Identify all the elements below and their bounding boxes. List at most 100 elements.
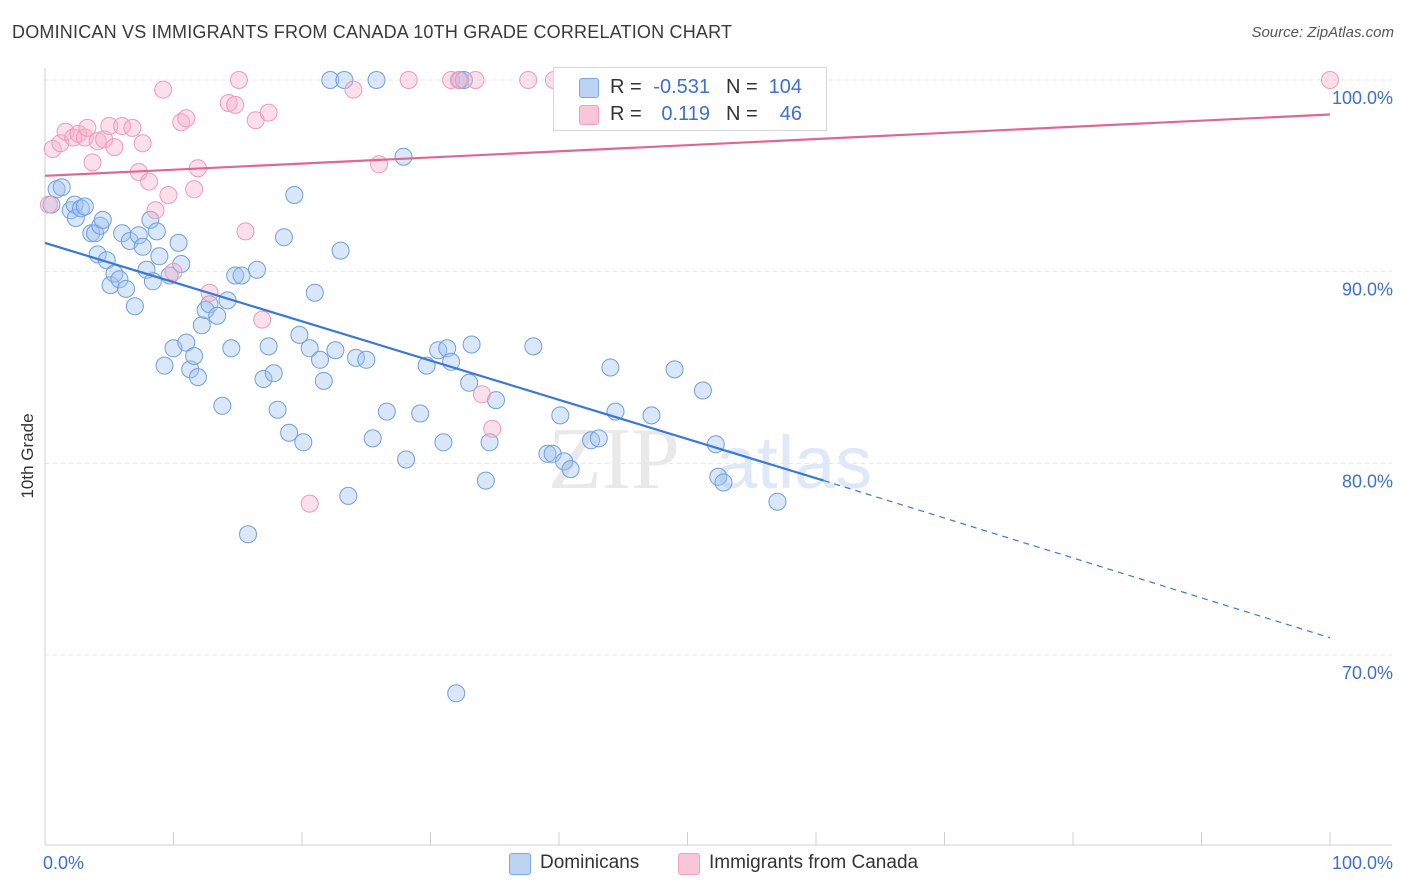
dominican-point (82, 224, 101, 243)
canada-point (105, 138, 124, 157)
dominican-point (321, 71, 340, 89)
stats-legend: R = -0.531 N = 104 R = 0.119 N = 46 (553, 67, 827, 131)
canada-point (472, 385, 491, 404)
dominican-point (434, 433, 453, 452)
canada-point (78, 118, 97, 137)
canada-point (519, 71, 538, 89)
dominican-point (538, 444, 557, 463)
canada-point (442, 71, 461, 89)
legend-label-canada: Immigrants from Canada (709, 852, 919, 873)
dominican-point (314, 371, 333, 390)
dominican-point (280, 423, 299, 442)
dominican-point (248, 260, 266, 279)
dominican-point (561, 460, 580, 479)
dominican-point (264, 364, 283, 383)
canada-point (177, 109, 196, 128)
y-tick-label: 70.0% (1342, 663, 1393, 683)
trend-lines (44, 113, 1331, 639)
dominican-point (239, 525, 257, 544)
canada-point (219, 94, 238, 112)
dominican-point (110, 270, 129, 289)
canada-point (259, 103, 278, 122)
series-legend: Dominicans Immigrants from Canada (0, 852, 1406, 878)
canada-point (230, 71, 248, 89)
dominican-point (188, 368, 207, 387)
dominican-point (339, 486, 358, 505)
dominican-point (172, 255, 191, 273)
dominican-point (665, 360, 684, 379)
dominican-point (181, 360, 200, 379)
x-tick-label: 0.0% (43, 853, 84, 873)
dominican-point (555, 452, 574, 471)
y-tick-labels: 70.0% 80.0% 90.0% 100.0% (1332, 88, 1393, 683)
legend-n-label: N = (726, 76, 758, 98)
y-axis-title: 10th Grade (18, 413, 37, 498)
dominican-point (582, 431, 601, 450)
canada-point (88, 132, 107, 151)
dominican-point (693, 381, 712, 400)
canada-point (483, 419, 502, 438)
dominican-point (305, 283, 324, 302)
canada-point (140, 172, 159, 191)
x-tick-label: 100.0% (1332, 853, 1393, 873)
dominican-point (117, 279, 135, 298)
dominicans-points (42, 71, 787, 703)
canada-point (83, 153, 102, 172)
canada-trend-line (44, 113, 1331, 177)
gridlines (45, 79, 1392, 656)
dominican-point (311, 350, 329, 369)
canada-point (1321, 71, 1339, 89)
dominican-point (377, 402, 396, 421)
dominican-point (394, 147, 413, 166)
dominican-point (155, 356, 174, 375)
dominicans-trend-extension (823, 480, 1331, 639)
dominican-point (294, 433, 313, 452)
legend-swatch-canada (678, 853, 700, 875)
dominican-point (285, 186, 304, 204)
legend-n-value: 46 (779, 103, 802, 125)
canada-point (133, 134, 152, 153)
dominican-point (268, 400, 287, 419)
canada-point (154, 80, 173, 99)
dominican-point (300, 339, 319, 358)
canada-point (466, 71, 485, 89)
canada-point (39, 195, 58, 214)
legend-r-label: R = (610, 76, 642, 98)
watermark: ZIP atlas (548, 411, 872, 508)
dominican-point (185, 347, 204, 365)
dominican-point (642, 406, 661, 425)
dominican-point (192, 316, 211, 335)
dominican-point (411, 404, 430, 423)
canada-point (226, 95, 245, 114)
dominican-point (169, 233, 188, 252)
dominican-point (397, 450, 416, 469)
legend-r-label: R = (610, 103, 642, 125)
y-tick-label: 100.0% (1332, 88, 1393, 108)
dominican-point (150, 247, 169, 266)
dominican-point (714, 473, 733, 492)
legend-swatch-dominicans (579, 78, 599, 98)
dominican-point (601, 358, 620, 377)
canada-point (123, 118, 142, 137)
dominican-point (589, 429, 608, 448)
dominican-point (177, 333, 196, 352)
dominican-point (275, 228, 293, 247)
x-tick-labels: 0.0% 100.0% (43, 853, 1393, 873)
dominican-point (213, 396, 232, 415)
legend-r-value: 0.119 (661, 103, 710, 125)
chart-title: DOMINICAN VS IMMIGRANTS FROM CANADA 10TH… (12, 22, 733, 42)
watermark-zip: ZIP (548, 411, 680, 508)
canada-point (399, 71, 418, 89)
dominican-point (147, 222, 166, 241)
dominicans-trend-line (44, 241, 825, 482)
dominican-point (438, 339, 457, 358)
canada-point (370, 155, 389, 174)
dominican-point (52, 178, 71, 197)
legend-n-value: 104 (768, 76, 802, 98)
dominican-point (460, 373, 479, 392)
canada-point (100, 117, 119, 135)
canada-point (236, 222, 255, 241)
legend-row-dominicans: R = -0.531 N = 104 (554, 74, 826, 100)
canada-point (159, 186, 178, 204)
